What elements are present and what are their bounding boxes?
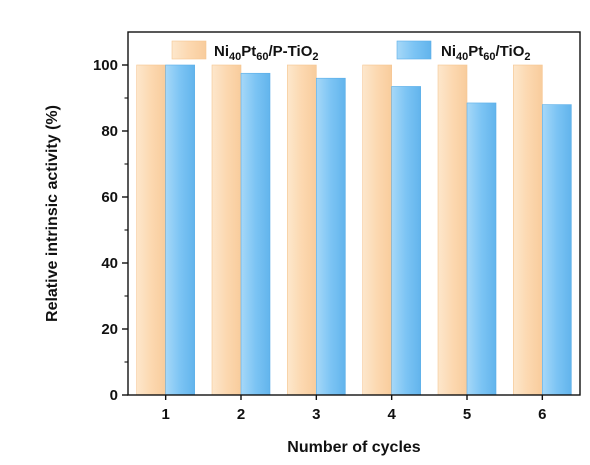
y-tick-label: 60 — [101, 189, 118, 206]
bar-series1-cycle-3 — [287, 64, 317, 396]
bars-group — [136, 64, 572, 396]
bar-series2-cycle-4 — [391, 86, 421, 396]
x-tick-label: 3 — [312, 406, 320, 423]
bar-series2-cycle-5 — [466, 102, 497, 396]
legend: Ni40​Pt60​/P-TiO2​ Ni40​Pt60​/TiO2​ — [171, 40, 531, 63]
bar-series1-cycle-2 — [211, 64, 242, 396]
bar-series1-cycle-6 — [513, 64, 543, 396]
legend-label-series1: Ni40​Pt60​/P-TiO2​ — [214, 43, 319, 63]
x-tick-label: 6 — [538, 406, 546, 423]
y-tick-label: 80 — [101, 123, 118, 140]
legend-swatch-series2 — [396, 40, 432, 60]
bar-series1-cycle-4 — [362, 64, 392, 396]
y-tick-label: 20 — [101, 321, 118, 338]
x-tick-label: 1 — [161, 406, 169, 423]
bar-series2-cycle-2 — [240, 72, 271, 396]
x-tick-label: 5 — [463, 406, 471, 423]
bar-series1-cycle-5 — [437, 64, 468, 396]
x-tick-label: 4 — [387, 406, 396, 423]
bar-series2-cycle-1 — [165, 64, 195, 396]
axes-group: 0 20 40 60 80 100 1 2 3 4 5 6 — [93, 31, 581, 423]
bar-series1-cycle-1 — [136, 64, 166, 396]
bar-series2-cycle-3 — [316, 77, 346, 396]
y-axis-title: Relative intrinsic activity (%) — [44, 105, 61, 322]
x-axis-title: Number of cycles — [287, 439, 420, 456]
y-tick-label: 0 — [110, 387, 118, 404]
y-tick-label: 100 — [93, 57, 118, 74]
bar-series2-cycle-6 — [542, 104, 572, 396]
plot-frame — [127, 31, 581, 396]
x-tick-label: 2 — [237, 406, 245, 423]
legend-swatch-series1 — [171, 40, 207, 60]
y-tick-label: 40 — [101, 255, 118, 272]
legend-label-series2: Ni40​Pt60​/TiO2​ — [441, 43, 531, 63]
